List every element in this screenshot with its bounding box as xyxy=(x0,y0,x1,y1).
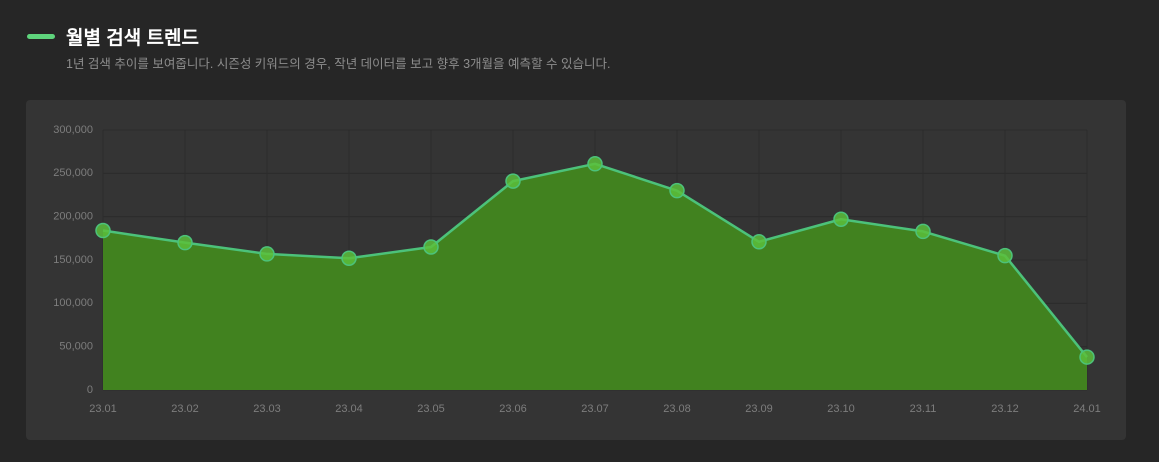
x-tick-label: 23.01 xyxy=(89,403,117,415)
data-point xyxy=(751,234,767,250)
area xyxy=(103,163,1087,390)
data-point xyxy=(1079,349,1095,365)
y-tick-label: 100,000 xyxy=(53,297,93,309)
data-point xyxy=(505,173,521,189)
data-point xyxy=(423,239,439,255)
y-tick-label: 0 xyxy=(87,384,93,396)
y-tick-label: 50,000 xyxy=(59,341,93,353)
chart-subtitle: 1년 검색 추이를 보여줍니다. 시즌성 키워드의 경우, 작년 데이터를 보고… xyxy=(66,57,611,71)
data-point xyxy=(95,222,111,239)
data-point xyxy=(259,246,275,262)
x-tick-label: 23.04 xyxy=(335,403,363,415)
title-icon xyxy=(27,34,55,39)
y-tick-label: 300,000 xyxy=(53,124,93,136)
x-tick-label: 23.03 xyxy=(253,403,281,415)
chart-title: 월별 검색 트렌드 xyxy=(66,28,199,49)
data-point xyxy=(177,234,193,251)
data-point xyxy=(587,156,603,172)
x-tick-label: 23.02 xyxy=(171,403,199,415)
y-tick-label: 200,000 xyxy=(53,211,93,223)
y-tick-label: 250,000 xyxy=(53,167,93,179)
x-tick-label: 23.12 xyxy=(991,403,1019,415)
y-tick-label: 150,000 xyxy=(53,254,93,266)
x-tick-label: 23.05 xyxy=(417,403,445,415)
x-tick-label: 23.06 xyxy=(499,403,527,415)
data-point xyxy=(669,182,685,199)
x-tick-label: 23.07 xyxy=(581,403,609,415)
x-tick-label: 24.01 xyxy=(1073,403,1101,415)
x-tick-label: 23.10 xyxy=(827,403,855,415)
x-tick-label: 23.11 xyxy=(910,403,937,415)
data-point xyxy=(915,223,931,240)
data-point xyxy=(341,250,357,267)
data-point xyxy=(833,211,849,228)
x-tick-label: 23.08 xyxy=(663,403,691,415)
x-tick-label: 23.09 xyxy=(745,403,773,415)
data-point xyxy=(997,247,1013,264)
